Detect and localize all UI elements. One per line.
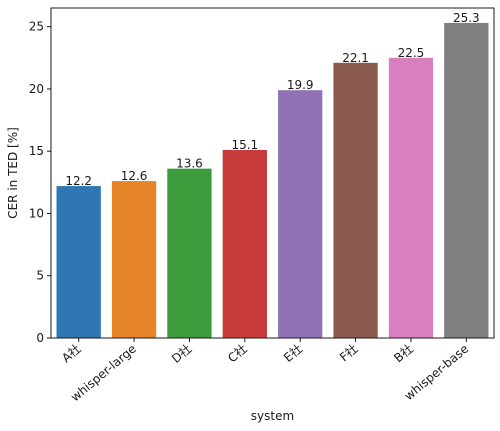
bar-value-label: 19.9 (287, 78, 314, 92)
y-tick-label: 25 (29, 20, 44, 34)
bar (388, 57, 434, 339)
y-axis-label: CER in TED [%] (6, 127, 20, 219)
bar (222, 149, 267, 338)
bar-value-label: 22.5 (398, 46, 425, 60)
x-tick-label: D社 (168, 341, 194, 366)
bar-value-label: 25.3 (453, 11, 480, 25)
bar (111, 181, 157, 338)
x-tick-label: A社 (58, 341, 83, 365)
bar (56, 186, 101, 338)
x-tick-label: C社 (224, 341, 249, 366)
y-tick-label: 15 (29, 144, 44, 158)
y-tick-label: 20 (29, 82, 44, 96)
bar (278, 90, 323, 338)
x-tick-label: F社 (336, 341, 360, 365)
bar-value-label: 22.1 (342, 51, 369, 65)
y-tick-label: 0 (36, 331, 44, 345)
value-labels-layer: 12.2 12.6 13.6 15.1 19.9 22.1 22.5 25.3 (65, 11, 479, 188)
y-tick-label: 5 (36, 269, 44, 283)
plot-frame (50, 7, 495, 339)
bar-value-label: 15.1 (231, 138, 258, 152)
bars-layer (56, 22, 489, 339)
bar (167, 168, 212, 338)
bar-value-label: 13.6 (176, 157, 203, 171)
bar-value-label: 12.6 (121, 169, 148, 183)
y-axis-ticks: 0 5 10 15 20 25 (29, 20, 51, 345)
x-tick-label: E社 (280, 341, 305, 365)
bar-value-label: 12.2 (65, 174, 92, 188)
x-tick-label: B社 (391, 341, 416, 365)
bar (333, 62, 378, 339)
y-tick-label: 10 (29, 206, 44, 220)
bar (444, 22, 489, 339)
x-axis-label: system (251, 409, 294, 423)
